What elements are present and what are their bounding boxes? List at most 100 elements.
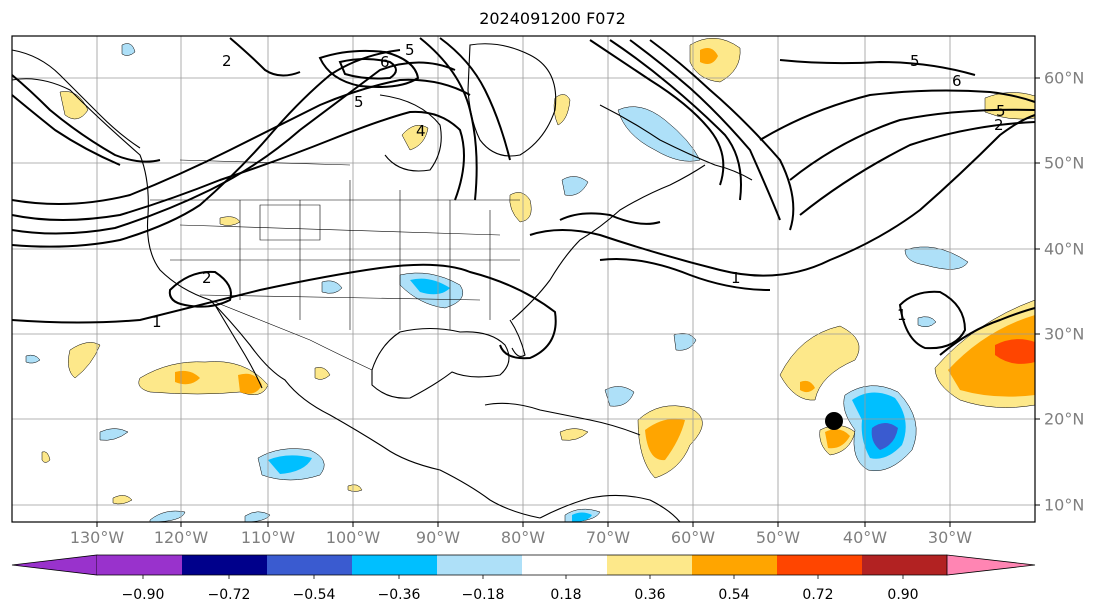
contour-line bbox=[599, 258, 771, 291]
contour-line bbox=[419, 37, 478, 201]
contour-line bbox=[629, 39, 781, 221]
shade-pos-region bbox=[995, 339, 1035, 364]
contour-label: 1 bbox=[897, 306, 907, 324]
contour-label: 6 bbox=[952, 72, 962, 90]
colorbar-tick-label: 0.72 bbox=[802, 587, 834, 603]
coast-east bbox=[511, 164, 706, 321]
colorbar-segment bbox=[97, 555, 182, 575]
colorbar-segment bbox=[352, 555, 437, 575]
contour-lines bbox=[11, 37, 1036, 360]
political-borders bbox=[150, 159, 520, 371]
coast-greenland bbox=[467, 43, 557, 157]
contour-label: 2 bbox=[222, 52, 232, 70]
colorbar-tick-label: 0.18 bbox=[550, 587, 582, 603]
colorbar-segment bbox=[862, 555, 947, 575]
contour-line bbox=[11, 74, 161, 163]
contour-line bbox=[11, 263, 557, 360]
coast-south-america bbox=[539, 494, 681, 523]
colorbar-segment bbox=[946, 554, 1036, 576]
colorbar-tick-label: −0.90 bbox=[121, 587, 165, 603]
shade-neg-region bbox=[121, 43, 136, 56]
shade-neg-region bbox=[561, 176, 589, 196]
shade-neg-region bbox=[904, 246, 969, 270]
longitude-label: 70°W bbox=[585, 528, 631, 547]
colorbar-segment bbox=[437, 555, 522, 575]
contour-line bbox=[609, 39, 742, 201]
contour-label: 5 bbox=[996, 102, 1006, 120]
longitude-label: 90°W bbox=[415, 528, 461, 547]
colorbar-segment bbox=[607, 555, 692, 575]
contour-line bbox=[939, 307, 1036, 356]
contour-label: 5 bbox=[405, 41, 415, 59]
colorbar-segment bbox=[267, 555, 352, 575]
coast-alaska bbox=[11, 49, 141, 149]
latitude-label: 10°N bbox=[1044, 495, 1085, 515]
coastlines bbox=[11, 43, 753, 523]
contour-line bbox=[589, 39, 725, 186]
longitude-label: 100°W bbox=[325, 528, 381, 547]
contour-line bbox=[318, 49, 420, 88]
shade-neg-region bbox=[268, 455, 312, 474]
shade-pos-region bbox=[645, 418, 685, 461]
storm-marker-dot bbox=[825, 412, 843, 430]
contour-line bbox=[779, 59, 976, 76]
shade-pos-region bbox=[401, 124, 429, 151]
contour-line bbox=[649, 39, 795, 231]
shade-pos-region bbox=[559, 428, 589, 441]
latitude-label: 60°N bbox=[1044, 68, 1085, 88]
longitude-label: 30°W bbox=[927, 528, 973, 547]
coast-florida bbox=[509, 319, 526, 357]
axis-ticks bbox=[96, 77, 1040, 527]
colorbar-tick-label: −0.18 bbox=[461, 587, 505, 603]
contour-line bbox=[799, 121, 1036, 216]
map-title: 2024091200 F072 bbox=[479, 9, 626, 28]
contour-line bbox=[11, 78, 471, 205]
colorbar bbox=[11, 554, 1036, 579]
contour-label: 2 bbox=[202, 269, 212, 287]
shade-pos-region bbox=[314, 367, 331, 380]
shade-neg-region bbox=[604, 386, 635, 407]
contour-line bbox=[789, 108, 1036, 181]
shade-pos-region bbox=[347, 484, 363, 492]
latitude-label: 40°N bbox=[1044, 239, 1085, 259]
contour-label: 1 bbox=[152, 313, 162, 331]
contour-line bbox=[11, 49, 401, 248]
colorbar-segment bbox=[182, 555, 267, 575]
colorbar-tick-label: 0.90 bbox=[887, 587, 919, 603]
shade-pos-region bbox=[41, 451, 51, 463]
colorbar-tick-label: −0.36 bbox=[377, 587, 421, 603]
shade-neg-region bbox=[871, 423, 898, 450]
shade-neg-region bbox=[321, 280, 343, 294]
shade-pos-region bbox=[238, 373, 262, 394]
colorbar-tick-label: −0.72 bbox=[207, 587, 251, 603]
contour-line bbox=[11, 94, 121, 166]
shade-neg-region bbox=[917, 316, 937, 328]
longitude-label: 60°W bbox=[670, 528, 716, 547]
shade-neg-region bbox=[25, 354, 41, 364]
colorbar-segment bbox=[777, 555, 862, 575]
coast-caribbean bbox=[484, 402, 641, 436]
negative-anomaly-shading bbox=[25, 43, 969, 523]
colorbar-segment bbox=[522, 555, 607, 575]
contour-label: 1 bbox=[731, 269, 741, 287]
colorbar-segment bbox=[11, 554, 98, 576]
contour-label: 6 bbox=[380, 53, 390, 71]
contour-label: 5 bbox=[354, 93, 364, 111]
contour-line bbox=[229, 37, 301, 77]
shade-neg-region bbox=[99, 428, 129, 441]
longitude-label: 110°W bbox=[240, 528, 296, 547]
contour-line bbox=[898, 290, 967, 350]
coast-gulf-mexico bbox=[371, 327, 510, 399]
gridlines bbox=[12, 36, 1035, 522]
contour-line bbox=[439, 37, 511, 161]
contour-label-group: 6 5 5 4 2 2 1 1 1 5 6 2 5 bbox=[152, 41, 1006, 331]
coast-hudson bbox=[379, 94, 442, 172]
longitude-label: 40°W bbox=[842, 528, 888, 547]
shade-neg-region bbox=[572, 512, 592, 522]
longitude-label: 80°W bbox=[500, 528, 546, 547]
latitude-label: 20°N bbox=[1044, 409, 1085, 429]
contour-line bbox=[11, 110, 465, 221]
contour-label: 2 bbox=[994, 116, 1004, 134]
coast-baja bbox=[214, 304, 263, 389]
